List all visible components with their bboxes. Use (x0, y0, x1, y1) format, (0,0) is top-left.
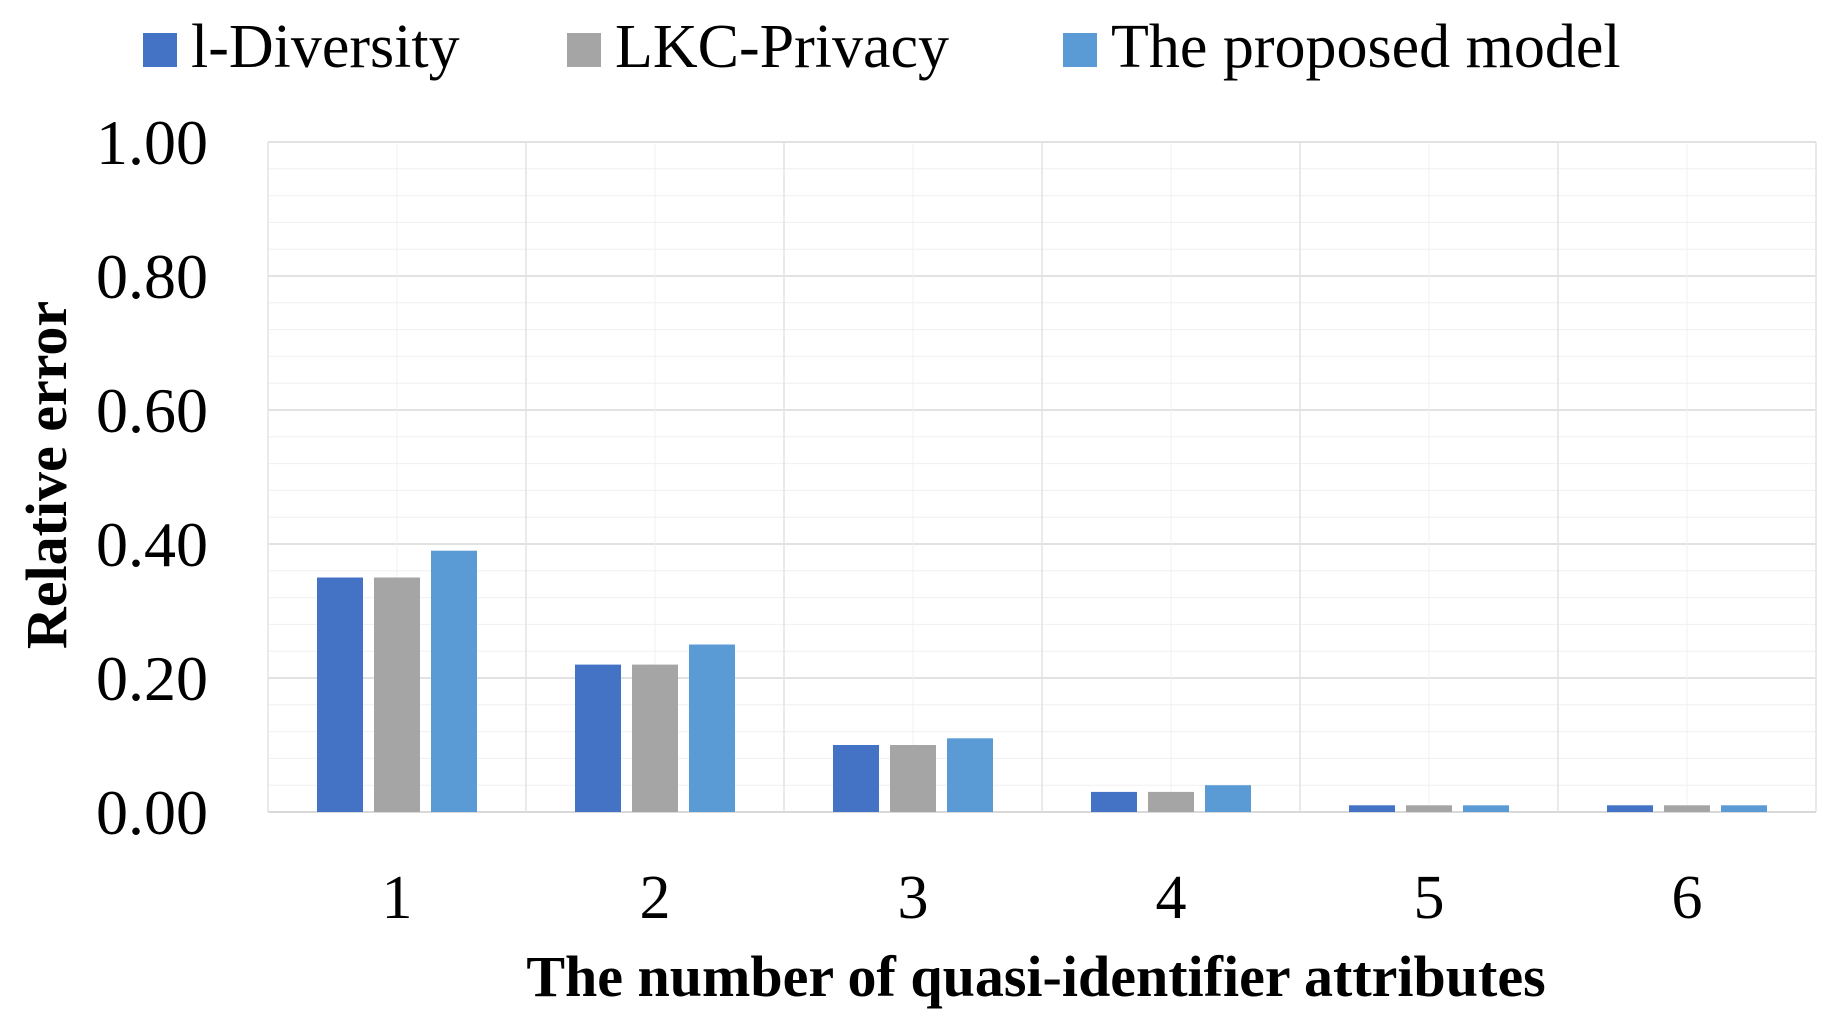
x-tick-label: 5 (1414, 864, 1445, 932)
bar (1148, 791, 1194, 812)
legend-label: The proposed model (1111, 13, 1621, 81)
bar (1463, 805, 1509, 812)
legend-swatch (143, 33, 177, 67)
x-axis-ticks: 1 2 3 4 5 6 (382, 864, 1703, 932)
legend-swatch (1063, 33, 1097, 67)
x-tick-label: 4 (1156, 864, 1187, 932)
bar (1205, 785, 1251, 812)
x-tick-label: 1 (382, 864, 413, 932)
bar (1091, 791, 1137, 812)
bar (890, 745, 936, 812)
bar (431, 550, 477, 812)
y-tick-label: 0.40 (96, 509, 208, 580)
legend: l-Diversity LKC-Privacy The proposed model (143, 13, 1621, 81)
bars (317, 550, 1767, 812)
bar (374, 577, 420, 812)
legend-swatch (567, 33, 601, 67)
bar (1349, 805, 1395, 812)
x-tick-label: 6 (1672, 864, 1703, 932)
y-tick-label: 0.80 (96, 241, 208, 312)
legend-label: l-Diversity (191, 13, 460, 81)
bar (947, 738, 993, 812)
legend-label: LKC-Privacy (615, 13, 949, 81)
y-tick-label: 0.60 (96, 375, 208, 446)
x-tick-label: 3 (898, 864, 929, 932)
y-tick-label: 0.20 (96, 643, 208, 714)
bar (1607, 805, 1653, 812)
bar (1721, 805, 1767, 812)
bar (575, 664, 621, 812)
y-tick-label: 1.00 (96, 107, 208, 178)
bar (833, 745, 879, 812)
bar (1406, 805, 1452, 812)
x-tick-label: 2 (640, 864, 671, 932)
y-axis-title: Relative error (14, 301, 79, 649)
bar (317, 577, 363, 812)
y-tick-label: 0.00 (96, 777, 208, 848)
y-axis-ticks: 0.00 0.20 0.40 0.60 0.80 1.00 (96, 107, 208, 848)
gridlines (267, 141, 1817, 813)
bar (632, 664, 678, 812)
x-axis-title: The number of quasi-identifier attribute… (526, 944, 1545, 1009)
bar (1664, 805, 1710, 812)
bar (689, 644, 735, 812)
